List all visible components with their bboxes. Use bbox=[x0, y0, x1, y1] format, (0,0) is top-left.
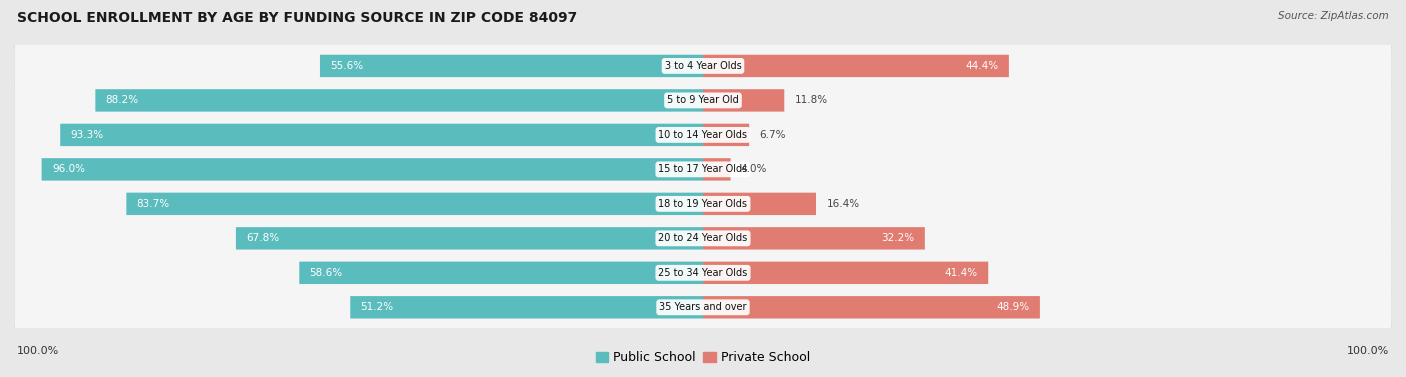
FancyBboxPatch shape bbox=[703, 262, 988, 284]
FancyBboxPatch shape bbox=[14, 74, 1392, 126]
Text: 10 to 14 Year Olds: 10 to 14 Year Olds bbox=[658, 130, 748, 140]
Text: 3 to 4 Year Olds: 3 to 4 Year Olds bbox=[665, 61, 741, 71]
Text: 83.7%: 83.7% bbox=[136, 199, 170, 209]
FancyBboxPatch shape bbox=[703, 89, 785, 112]
FancyBboxPatch shape bbox=[42, 158, 703, 181]
FancyBboxPatch shape bbox=[14, 212, 1392, 264]
FancyBboxPatch shape bbox=[11, 36, 1395, 96]
FancyBboxPatch shape bbox=[236, 227, 703, 250]
FancyBboxPatch shape bbox=[703, 158, 731, 181]
Text: 96.0%: 96.0% bbox=[52, 164, 84, 175]
Text: 55.6%: 55.6% bbox=[330, 61, 363, 71]
FancyBboxPatch shape bbox=[14, 40, 1392, 92]
Text: 18 to 19 Year Olds: 18 to 19 Year Olds bbox=[658, 199, 748, 209]
FancyBboxPatch shape bbox=[703, 124, 749, 146]
FancyBboxPatch shape bbox=[11, 243, 1395, 303]
Text: 44.4%: 44.4% bbox=[966, 61, 998, 71]
FancyBboxPatch shape bbox=[11, 208, 1395, 268]
Text: 58.6%: 58.6% bbox=[309, 268, 343, 278]
Text: 15 to 17 Year Olds: 15 to 17 Year Olds bbox=[658, 164, 748, 175]
Text: 4.0%: 4.0% bbox=[741, 164, 768, 175]
Text: 5 to 9 Year Old: 5 to 9 Year Old bbox=[666, 95, 740, 106]
Text: 6.7%: 6.7% bbox=[759, 130, 786, 140]
FancyBboxPatch shape bbox=[703, 55, 1010, 77]
FancyBboxPatch shape bbox=[96, 89, 703, 112]
Legend: Public School, Private School: Public School, Private School bbox=[591, 346, 815, 369]
Text: 88.2%: 88.2% bbox=[105, 95, 139, 106]
FancyBboxPatch shape bbox=[14, 247, 1392, 299]
FancyBboxPatch shape bbox=[11, 70, 1395, 130]
FancyBboxPatch shape bbox=[127, 193, 703, 215]
FancyBboxPatch shape bbox=[350, 296, 703, 319]
Text: Source: ZipAtlas.com: Source: ZipAtlas.com bbox=[1278, 11, 1389, 21]
Text: 48.9%: 48.9% bbox=[997, 302, 1029, 312]
Text: 100.0%: 100.0% bbox=[17, 346, 59, 356]
Text: 93.3%: 93.3% bbox=[70, 130, 104, 140]
Text: 20 to 24 Year Olds: 20 to 24 Year Olds bbox=[658, 233, 748, 243]
Text: SCHOOL ENROLLMENT BY AGE BY FUNDING SOURCE IN ZIP CODE 84097: SCHOOL ENROLLMENT BY AGE BY FUNDING SOUR… bbox=[17, 11, 576, 25]
Text: 16.4%: 16.4% bbox=[827, 199, 859, 209]
FancyBboxPatch shape bbox=[14, 178, 1392, 230]
FancyBboxPatch shape bbox=[60, 124, 703, 146]
FancyBboxPatch shape bbox=[11, 277, 1395, 337]
FancyBboxPatch shape bbox=[703, 296, 1040, 319]
Text: 100.0%: 100.0% bbox=[1347, 346, 1389, 356]
Text: 51.2%: 51.2% bbox=[360, 302, 394, 312]
Text: 67.8%: 67.8% bbox=[246, 233, 280, 243]
FancyBboxPatch shape bbox=[11, 174, 1395, 234]
FancyBboxPatch shape bbox=[299, 262, 703, 284]
FancyBboxPatch shape bbox=[703, 227, 925, 250]
FancyBboxPatch shape bbox=[14, 281, 1392, 333]
Text: 35 Years and over: 35 Years and over bbox=[659, 302, 747, 312]
Text: 11.8%: 11.8% bbox=[794, 95, 828, 106]
FancyBboxPatch shape bbox=[14, 109, 1392, 161]
FancyBboxPatch shape bbox=[11, 139, 1395, 199]
Text: 41.4%: 41.4% bbox=[945, 268, 979, 278]
FancyBboxPatch shape bbox=[321, 55, 703, 77]
Text: 32.2%: 32.2% bbox=[882, 233, 914, 243]
Text: 25 to 34 Year Olds: 25 to 34 Year Olds bbox=[658, 268, 748, 278]
FancyBboxPatch shape bbox=[14, 143, 1392, 195]
FancyBboxPatch shape bbox=[703, 193, 815, 215]
FancyBboxPatch shape bbox=[11, 105, 1395, 165]
